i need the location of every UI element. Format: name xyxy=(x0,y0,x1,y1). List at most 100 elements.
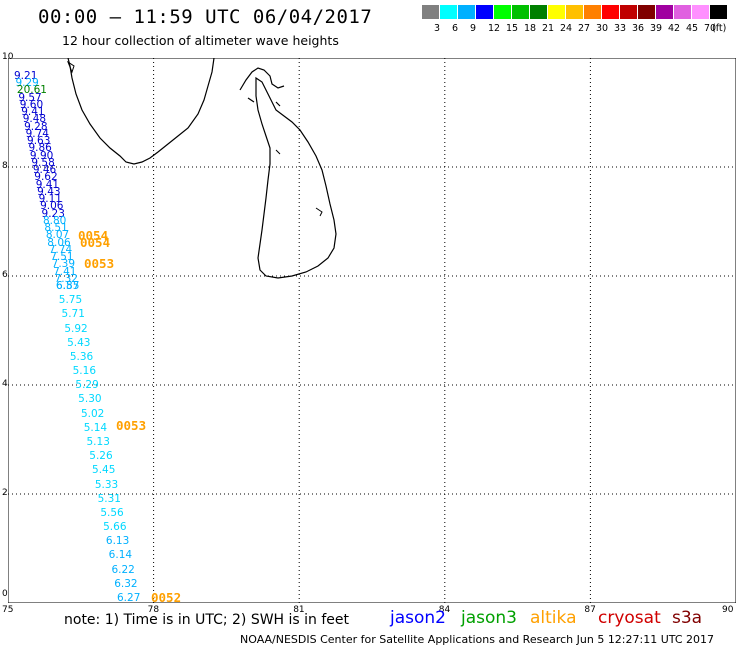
wave-height-label: 5.43 xyxy=(67,336,91,349)
legend-swatch xyxy=(458,5,475,19)
x-tick-label: 75 xyxy=(2,605,14,615)
wave-height-label: 5.45 xyxy=(92,464,116,477)
legend-swatch xyxy=(548,5,565,19)
wave-height-label: 9.11 xyxy=(38,193,62,206)
wave-height-label: 7.32 xyxy=(54,272,78,285)
map-title: 00:00 – 11:59 UTC 06/04/2017 xyxy=(38,6,373,28)
wave-height-label: 9.41 xyxy=(21,106,45,119)
wave-height-label: 6.55 xyxy=(56,280,80,292)
wave-height-label: 5.29 xyxy=(75,379,99,392)
islet-b xyxy=(275,149,323,217)
wave-height-label: 6.22 xyxy=(111,563,135,576)
legend-level: 27 xyxy=(578,23,591,34)
legend-level: 12 xyxy=(488,23,501,34)
legend-swatch xyxy=(710,5,727,19)
map-canvas xyxy=(7,57,737,604)
x-tick-label: 87 xyxy=(584,605,596,615)
wave-height-label: 8.51 xyxy=(44,222,68,235)
legend-level: 30 xyxy=(596,23,609,34)
wave-height-label: 9.06 xyxy=(40,200,64,213)
color-legend: 3 6 9 12 15 18 21 24 27 30 33 36 39 42 45 70 (ft) xyxy=(422,5,728,37)
wave-height-label: 6.14 xyxy=(108,549,133,562)
legend-level: 18 xyxy=(524,23,537,34)
wave-height-label: 9.62 xyxy=(34,171,58,184)
x-tick-label: 90 xyxy=(722,605,734,615)
wave-height-label: 9.58 xyxy=(31,156,55,169)
y-tick-label: 2 xyxy=(2,488,8,498)
legend-swatch xyxy=(494,5,511,19)
dotted-grid xyxy=(8,58,736,603)
legend-swatch xyxy=(512,5,529,19)
wave-height-label: 9.63 xyxy=(27,135,51,148)
y-tick-label: 4 xyxy=(2,379,8,389)
wave-height-label: 5.31 xyxy=(97,492,121,505)
wave-height-label: 20.61 xyxy=(16,84,47,97)
india-coastline xyxy=(67,57,215,165)
legend-level: 45 xyxy=(686,23,699,34)
wave-height-label: 9.57 xyxy=(18,91,42,104)
wave-height-label: 9.60 xyxy=(19,98,44,111)
legend-level: 36 xyxy=(632,23,645,34)
wave-height-label: 5.56 xyxy=(100,506,124,519)
wave-height-label: 7.39 xyxy=(51,258,76,271)
wave-height-label: 5.36 xyxy=(69,350,94,363)
legend-unit: (ft) xyxy=(712,23,727,34)
wave-height-label: 9.90 xyxy=(29,149,54,162)
legend-swatch xyxy=(440,5,457,19)
sri-lanka-coastline xyxy=(255,76,337,279)
wave-height-label: 7.41 xyxy=(53,265,77,278)
wave-height-label: 6.13 xyxy=(105,535,130,548)
legend-level: 42 xyxy=(668,23,681,34)
legend-swatch xyxy=(602,5,619,19)
legend-swatch xyxy=(692,5,709,19)
islet-a xyxy=(66,60,75,74)
y-tick-label: 6 xyxy=(2,270,8,280)
wave-height-label: 9.23 xyxy=(41,207,65,220)
wave-height-label: 7.74 xyxy=(48,243,73,256)
satellite-name: jason3 xyxy=(461,608,517,628)
wave-height-label: 5.16 xyxy=(72,365,97,378)
time-label: 0054 xyxy=(80,235,111,250)
time-label: 0053 xyxy=(84,256,115,271)
wave-height-label: 5.26 xyxy=(89,450,113,463)
wave-height-label: 5.30 xyxy=(78,393,102,406)
wave-height-label: 5.75 xyxy=(58,294,83,307)
wave-height-label: 9.43 xyxy=(37,185,61,198)
legend-swatch xyxy=(476,5,493,19)
wave-height-label: 5.66 xyxy=(103,521,127,534)
legend-swatch xyxy=(620,5,637,19)
wave-height-label: 5.33 xyxy=(94,478,119,491)
wave-height-label: 9.41 xyxy=(35,178,60,191)
legend-swatch xyxy=(674,5,691,19)
note-text: note: 1) Time is in UTC; 2) SWH is in fe… xyxy=(64,612,350,628)
time-label: 0054 xyxy=(78,228,109,243)
legend-swatch xyxy=(584,5,601,19)
legend-level: 70 xyxy=(704,23,717,34)
wave-height-label: 6.87 xyxy=(56,280,80,292)
wave-height-label: 6.32 xyxy=(114,577,138,590)
wave-height-label: 9.21 xyxy=(14,70,38,82)
wave-height-label: 8.06 xyxy=(47,236,71,249)
wave-height-label: 8.07 xyxy=(45,229,70,242)
jaffna-coast xyxy=(239,67,285,107)
wave-height-label: 9.46 xyxy=(32,164,57,177)
legend-level: 6 xyxy=(452,23,459,34)
wave-height-label: 8.80 xyxy=(42,214,67,227)
legend-swatch xyxy=(638,5,655,19)
satellite-name: cryosat xyxy=(598,608,661,628)
x-tick-label: 84 xyxy=(438,605,451,615)
legend-level: 24 xyxy=(560,23,573,34)
satellite-name: s3a xyxy=(672,608,703,628)
legend-level: 39 xyxy=(650,23,663,34)
time-label: 0053 xyxy=(116,418,147,433)
legend-swatch xyxy=(656,5,673,19)
wave-height-label: 7.51 xyxy=(50,251,74,264)
wave-height-label: 9.86 xyxy=(28,142,52,155)
legend-level: 21 xyxy=(542,23,555,34)
legend-level: 33 xyxy=(614,23,627,34)
wave-height-label: 5.02 xyxy=(80,407,105,420)
legend-swatch xyxy=(530,5,547,19)
credit-line: NOAA/NESDIS Center for Satellite Applica… xyxy=(240,633,715,646)
time-label: 0052 xyxy=(151,590,182,605)
legend-swatch xyxy=(422,5,439,19)
